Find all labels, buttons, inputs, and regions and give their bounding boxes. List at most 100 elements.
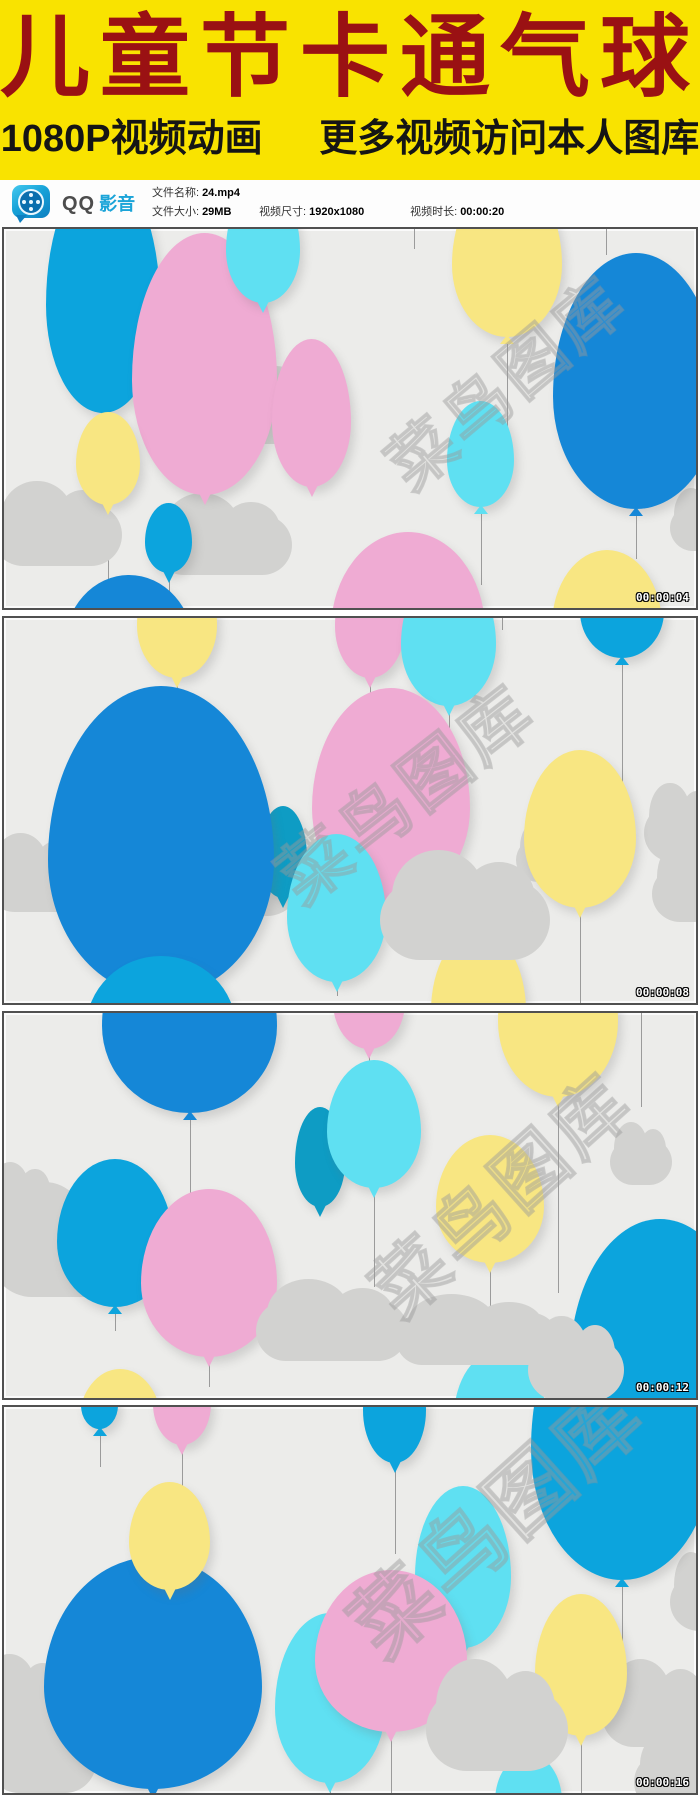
balloon-tip <box>329 978 344 992</box>
balloon-knot <box>92 1427 107 1436</box>
file-name-row: 文件名称: 24.mp4 <box>152 184 504 203</box>
balloon-tip <box>313 1203 327 1217</box>
balloon-string <box>636 505 637 559</box>
file-name-label: 文件名称: <box>152 187 200 199</box>
balloon-string <box>622 1576 623 1695</box>
cloud <box>380 850 550 960</box>
balloon <box>327 1060 421 1198</box>
video-dimensions-value: 1920x1080 <box>309 206 365 218</box>
film-reel-icon <box>18 189 44 215</box>
balloon-tip <box>551 1093 565 1107</box>
balloon <box>79 1369 161 1398</box>
balloon-tip <box>574 1732 588 1746</box>
timestamp-overlay: 00:00:12 <box>636 1381 689 1394</box>
cloud <box>652 845 696 922</box>
balloon <box>363 1407 426 1473</box>
balloon-string <box>606 229 607 255</box>
balloon-tip <box>197 491 212 505</box>
file-size-label: 文件大小: <box>152 206 200 218</box>
file-name-value: 24.mp4 <box>202 187 240 199</box>
file-size-field: 文件大小: 29MB <box>152 203 256 222</box>
video-dimensions-field: 视频尺寸: 1920x1080 <box>259 203 407 222</box>
cloud <box>610 1122 672 1185</box>
balloon-knot <box>500 335 514 344</box>
balloon-string <box>391 1728 392 1793</box>
qq-player-logo-icon <box>12 185 52 223</box>
balloon <box>145 503 192 583</box>
balloon-tip <box>276 894 290 908</box>
video-duration-value: 00:00:20 <box>460 206 505 218</box>
balloon-tip <box>362 1045 376 1059</box>
balloon-string <box>622 654 623 868</box>
file-metadata: 文件名称: 24.mp4 文件大小: 29MB 视频尺寸: 1920x1080 视频时… <box>152 184 504 222</box>
cloud <box>396 1293 558 1365</box>
balloon-knot <box>182 1111 197 1120</box>
balloon-string <box>190 1109 191 1209</box>
balloon-tip <box>573 904 587 918</box>
balloon-tip <box>387 1459 402 1473</box>
brand-name: 影音 <box>99 194 136 214</box>
balloon-tip <box>146 1785 160 1793</box>
balloon-tip <box>162 1586 177 1600</box>
balloon <box>102 1013 277 1120</box>
balloon <box>137 618 217 688</box>
video-frame-4: 菜鸟图库 00:00:16 <box>2 1405 698 1795</box>
balloon <box>153 1407 211 1455</box>
file-details-row: 文件大小: 29MB 视频尺寸: 1920x1080 视频时长: 00:00:20 <box>152 203 504 222</box>
balloon <box>48 686 274 1003</box>
balloon <box>129 1482 210 1600</box>
balloon-knot <box>629 507 643 516</box>
cloud <box>644 782 696 862</box>
balloon-string <box>507 333 508 463</box>
cloud <box>670 1551 696 1631</box>
balloon-string <box>581 1732 582 1793</box>
balloon-tip <box>202 1353 216 1367</box>
cloud <box>670 488 696 551</box>
player-infobar: QQ 影音 文件名称: 24.mp4 文件大小: 29MB 视频尺寸: 1920x108… <box>0 180 700 227</box>
balloon-tip <box>101 501 115 515</box>
banner-subtitle-left: 1080P视频动画 <box>0 118 263 160</box>
balloon-tip <box>384 1728 398 1742</box>
balloon-tip <box>367 1184 381 1198</box>
balloon-string <box>374 1184 375 1287</box>
balloon <box>335 618 405 688</box>
video-duration-label: 视频时长: <box>410 206 458 218</box>
balloon-string <box>481 503 482 585</box>
balloon-tip <box>170 674 184 688</box>
file-name-field: 文件名称: 24.mp4 <box>152 184 240 203</box>
brand-qq: QQ <box>62 193 96 215</box>
balloon <box>76 412 140 515</box>
balloon-tip <box>483 1259 497 1273</box>
balloon-string <box>395 1459 396 1554</box>
balloon-string <box>558 1093 559 1293</box>
banner-title: 儿童节卡通气球 <box>0 8 700 108</box>
balloon-tip <box>441 702 456 716</box>
balloon <box>333 1013 405 1059</box>
timestamp-overlay: 00:00:16 <box>636 1776 689 1789</box>
balloon <box>580 618 664 665</box>
balloon <box>44 1557 262 1793</box>
balloon-string <box>414 229 415 249</box>
video-frame-3: 菜鸟图库 00:00:12 <box>2 1011 698 1400</box>
cloud <box>256 1278 408 1361</box>
balloon-string <box>209 1353 210 1387</box>
balloon-knot <box>108 1305 122 1314</box>
balloon <box>436 1135 544 1273</box>
balloon-knot <box>615 656 629 665</box>
balloon <box>287 834 386 992</box>
balloon-knot <box>615 1578 629 1587</box>
balloon <box>141 1189 277 1367</box>
balloon-string <box>502 618 503 630</box>
balloon-tip <box>256 299 270 313</box>
balloon-knot <box>473 505 488 514</box>
balloon-string <box>115 1303 116 1331</box>
balloon-string <box>641 1013 642 1107</box>
video-duration-field: 视频时长: 00:00:20 <box>410 203 504 222</box>
video-dimensions-label: 视频尺寸: <box>259 206 307 218</box>
balloon-tip <box>161 569 176 583</box>
cloud <box>634 1731 696 1793</box>
balloon <box>81 1407 118 1436</box>
balloon-string <box>100 1425 101 1467</box>
banner-subtitle-right: 更多视频访问本人图库 <box>319 118 700 160</box>
